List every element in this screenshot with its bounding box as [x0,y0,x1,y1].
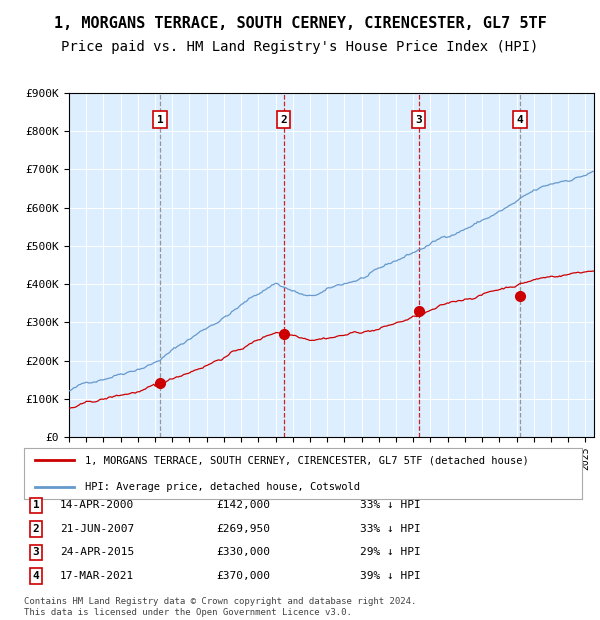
Text: £142,000: £142,000 [216,500,270,510]
Text: 33% ↓ HPI: 33% ↓ HPI [360,500,421,510]
Text: 39% ↓ HPI: 39% ↓ HPI [360,571,421,581]
Text: 33% ↓ HPI: 33% ↓ HPI [360,524,421,534]
Text: 3: 3 [415,115,422,125]
Text: 29% ↓ HPI: 29% ↓ HPI [360,547,421,557]
Text: 17-MAR-2021: 17-MAR-2021 [60,571,134,581]
Text: £370,000: £370,000 [216,571,270,581]
Text: 1: 1 [32,500,40,510]
Text: 21-JUN-2007: 21-JUN-2007 [60,524,134,534]
Text: 1, MORGANS TERRACE, SOUTH CERNEY, CIRENCESTER, GL7 5TF: 1, MORGANS TERRACE, SOUTH CERNEY, CIRENC… [53,16,547,30]
Text: 1, MORGANS TERRACE, SOUTH CERNEY, CIRENCESTER, GL7 5TF (detached house): 1, MORGANS TERRACE, SOUTH CERNEY, CIRENC… [85,456,529,466]
Text: 4: 4 [517,115,524,125]
Text: Price paid vs. HM Land Registry's House Price Index (HPI): Price paid vs. HM Land Registry's House … [61,40,539,55]
Text: 4: 4 [32,571,40,581]
Text: £330,000: £330,000 [216,547,270,557]
Text: 1: 1 [157,115,163,125]
Text: £269,950: £269,950 [216,524,270,534]
Text: 24-APR-2015: 24-APR-2015 [60,547,134,557]
Text: 2: 2 [32,524,40,534]
Text: Contains HM Land Registry data © Crown copyright and database right 2024.
This d: Contains HM Land Registry data © Crown c… [24,598,416,617]
Text: HPI: Average price, detached house, Cotswold: HPI: Average price, detached house, Cots… [85,482,361,492]
Text: 14-APR-2000: 14-APR-2000 [60,500,134,510]
Text: 2: 2 [280,115,287,125]
Text: 3: 3 [32,547,40,557]
